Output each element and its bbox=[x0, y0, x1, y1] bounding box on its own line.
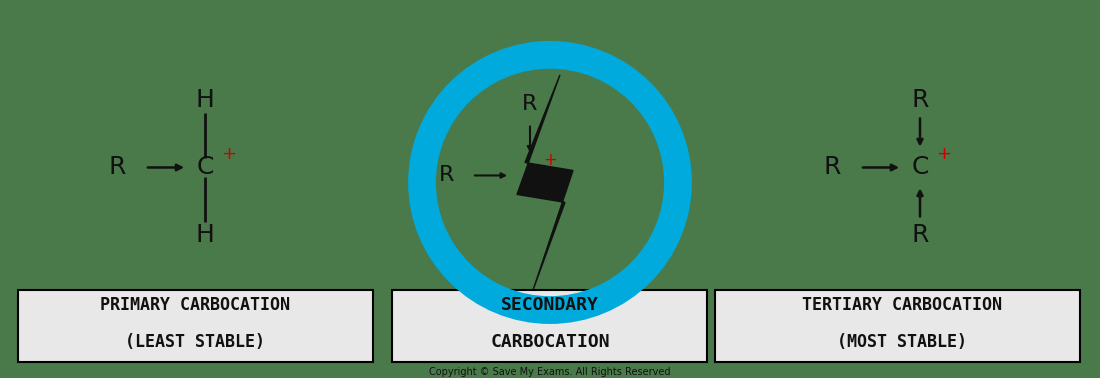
Text: +: + bbox=[221, 144, 236, 163]
Text: PRIMARY CARBOCATION: PRIMARY CARBOCATION bbox=[100, 296, 290, 314]
FancyBboxPatch shape bbox=[392, 290, 707, 362]
Text: H: H bbox=[196, 223, 214, 247]
Text: (LEAST STABLE): (LEAST STABLE) bbox=[125, 333, 265, 351]
Text: R: R bbox=[911, 223, 928, 247]
FancyBboxPatch shape bbox=[715, 290, 1080, 362]
Text: TERTIARY CARBOCATION: TERTIARY CARBOCATION bbox=[802, 296, 1002, 314]
Text: R: R bbox=[522, 94, 538, 114]
Text: C: C bbox=[911, 155, 928, 180]
Text: R: R bbox=[911, 88, 928, 112]
Text: H: H bbox=[196, 88, 214, 112]
Text: Copyright © Save My Exams. All Rights Reserved: Copyright © Save My Exams. All Rights Re… bbox=[429, 367, 671, 377]
Polygon shape bbox=[517, 75, 573, 290]
Text: +: + bbox=[936, 144, 952, 163]
Text: SECONDARY: SECONDARY bbox=[502, 296, 598, 314]
FancyBboxPatch shape bbox=[18, 290, 373, 362]
Text: (MOST STABLE): (MOST STABLE) bbox=[837, 333, 967, 351]
Text: R: R bbox=[439, 166, 454, 186]
Text: C: C bbox=[196, 155, 213, 180]
Text: +: + bbox=[543, 150, 557, 169]
Text: R: R bbox=[108, 155, 125, 180]
Text: R: R bbox=[823, 155, 840, 180]
Text: CARBOCATION: CARBOCATION bbox=[491, 333, 609, 351]
